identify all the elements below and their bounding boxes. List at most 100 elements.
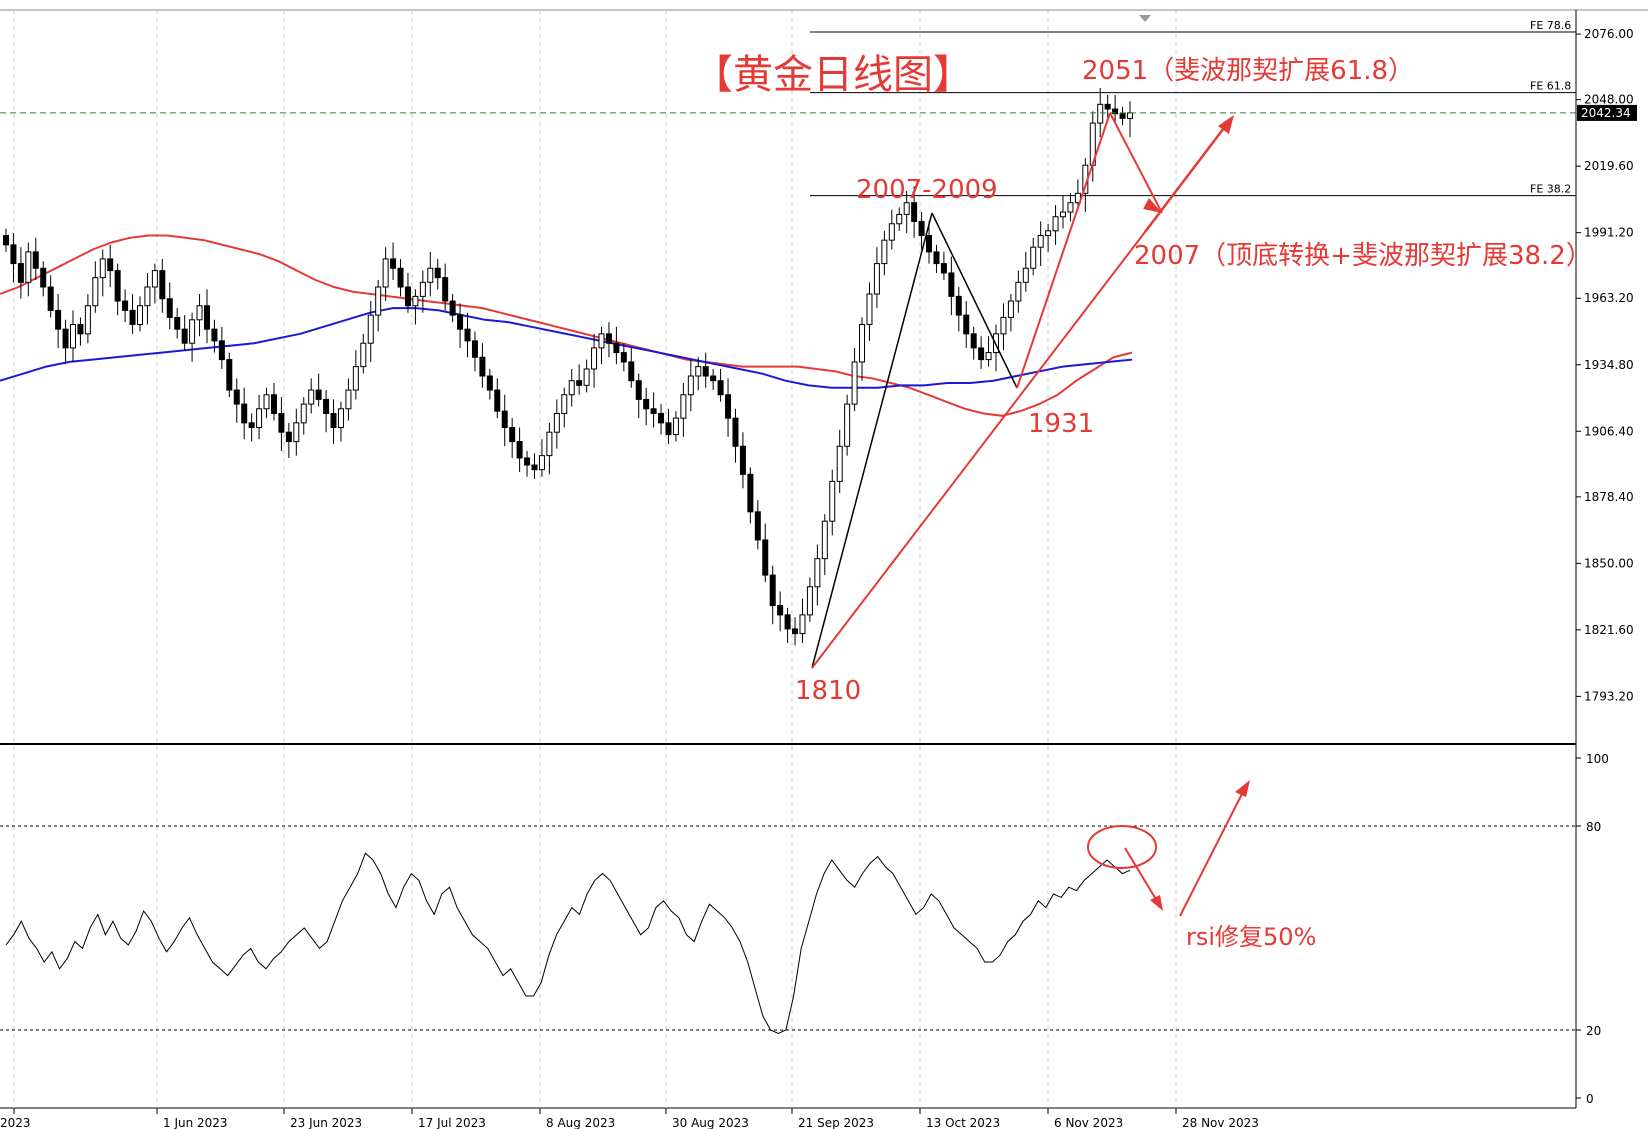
candle <box>494 378 501 419</box>
candle <box>613 326 620 365</box>
bear-candle-body <box>397 267 404 288</box>
bull-candle-body <box>293 422 300 443</box>
bear-candle-body <box>270 394 277 414</box>
annotation-rsi: rsi修复50% <box>1186 923 1316 951</box>
candle <box>769 565 776 625</box>
bull-candle-body <box>256 408 263 429</box>
candle <box>710 368 717 391</box>
candle <box>926 221 933 264</box>
candle <box>732 408 739 463</box>
bear-candle-body <box>635 380 642 400</box>
candle <box>747 467 754 524</box>
price-tick-label: 1906.40 <box>1584 424 1634 438</box>
candle <box>970 326 977 360</box>
candle <box>680 383 687 437</box>
bull-candle-body <box>680 394 687 419</box>
candle <box>1119 106 1126 126</box>
candle <box>92 261 99 313</box>
bull-candle-body <box>799 614 806 635</box>
date-axis: 2023 1 Jun 2023 23 Jun 2023 17 Jul 2023 8 Au… <box>0 1108 1259 1129</box>
candle <box>650 392 657 428</box>
candle <box>390 242 397 280</box>
bull-candle-body <box>352 366 359 391</box>
bull-candle-body <box>1037 234 1044 248</box>
bull-candle-body <box>806 586 813 616</box>
bear-candle-body <box>32 251 39 269</box>
bear-candle-body <box>233 389 240 405</box>
bear-candle-body <box>732 417 739 447</box>
annotation-1810: 1810 <box>795 676 861 706</box>
bull-candle-body <box>360 342 367 368</box>
candle <box>181 315 188 351</box>
fib-level-label: FE 61.8 <box>1530 80 1571 93</box>
arrow-up-icon <box>1218 115 1234 134</box>
candle <box>568 368 575 407</box>
candle <box>315 373 322 407</box>
rsi-arrow-down-icon <box>1150 895 1163 911</box>
candle <box>598 326 605 365</box>
bear-candle-body <box>315 389 322 400</box>
candle <box>442 263 449 311</box>
bull-candle-body <box>598 333 605 349</box>
candle <box>397 258 404 297</box>
bear-candle-body <box>754 511 761 541</box>
date-tick-label: 21 Sep 2023 <box>798 1116 874 1129</box>
bear-candle-body <box>122 300 129 311</box>
price-tick-label: 2048.00 <box>1584 93 1634 107</box>
bear-candle-body <box>665 422 672 436</box>
candle <box>211 319 218 353</box>
bear-candle-body <box>792 628 799 635</box>
candle <box>792 617 799 646</box>
bear-candle-body <box>10 244 17 265</box>
bull-candle-body <box>583 368 590 386</box>
candle <box>702 352 709 388</box>
bear-candle-body <box>40 267 47 288</box>
candle <box>583 359 590 393</box>
candle <box>427 251 434 297</box>
candles <box>3 87 1133 646</box>
candle <box>799 598 806 643</box>
bull-candle-body <box>151 270 158 288</box>
candle <box>873 247 880 309</box>
candle <box>1052 205 1059 245</box>
candle <box>203 289 210 344</box>
candle <box>166 282 173 330</box>
trend-arrow-line <box>1144 119 1231 233</box>
candle <box>144 272 151 325</box>
bear-candle-body <box>658 412 665 424</box>
chart-title: 【黄金日线图】 <box>693 52 973 98</box>
bull-candle-body <box>1030 246 1037 269</box>
rsi-tick-label: 20 <box>1586 1024 1601 1038</box>
candle <box>948 256 955 316</box>
date-tick-label: 6 Nov 2023 <box>1054 1116 1123 1129</box>
rsi-tick-label: 0 <box>1586 1092 1594 1106</box>
bear-candle-body <box>524 457 531 466</box>
candle <box>10 233 17 283</box>
candle <box>851 347 858 412</box>
candle <box>754 500 761 550</box>
bear-candle-body <box>762 539 769 576</box>
bear-candle-body <box>769 574 776 607</box>
bull-candle-body <box>382 258 389 288</box>
bull-candle-body <box>546 431 553 457</box>
candle <box>672 411 679 442</box>
bear-candle-body <box>955 295 962 316</box>
bear-candle-body <box>1112 108 1119 115</box>
candle <box>151 263 158 304</box>
bull-candle-body <box>1015 281 1022 302</box>
candle <box>1045 223 1052 252</box>
candle <box>457 303 464 348</box>
bear-candle-body <box>77 323 84 335</box>
bull-candle-body <box>1097 103 1104 124</box>
bear-candle-body <box>330 412 337 429</box>
bear-candle-body <box>739 445 746 475</box>
bull-candle-body <box>92 277 99 307</box>
bear-candle-body <box>494 389 501 412</box>
price-tick-label: 2076.00 <box>1584 27 1634 41</box>
candle <box>196 294 203 337</box>
bull-candle-body <box>844 403 851 447</box>
bear-candle-body <box>434 267 441 279</box>
fibonacci-levels: FE 78.6 FE 61.8 FE 38.2 <box>810 19 1576 197</box>
candle <box>174 308 181 339</box>
candle <box>955 287 962 332</box>
